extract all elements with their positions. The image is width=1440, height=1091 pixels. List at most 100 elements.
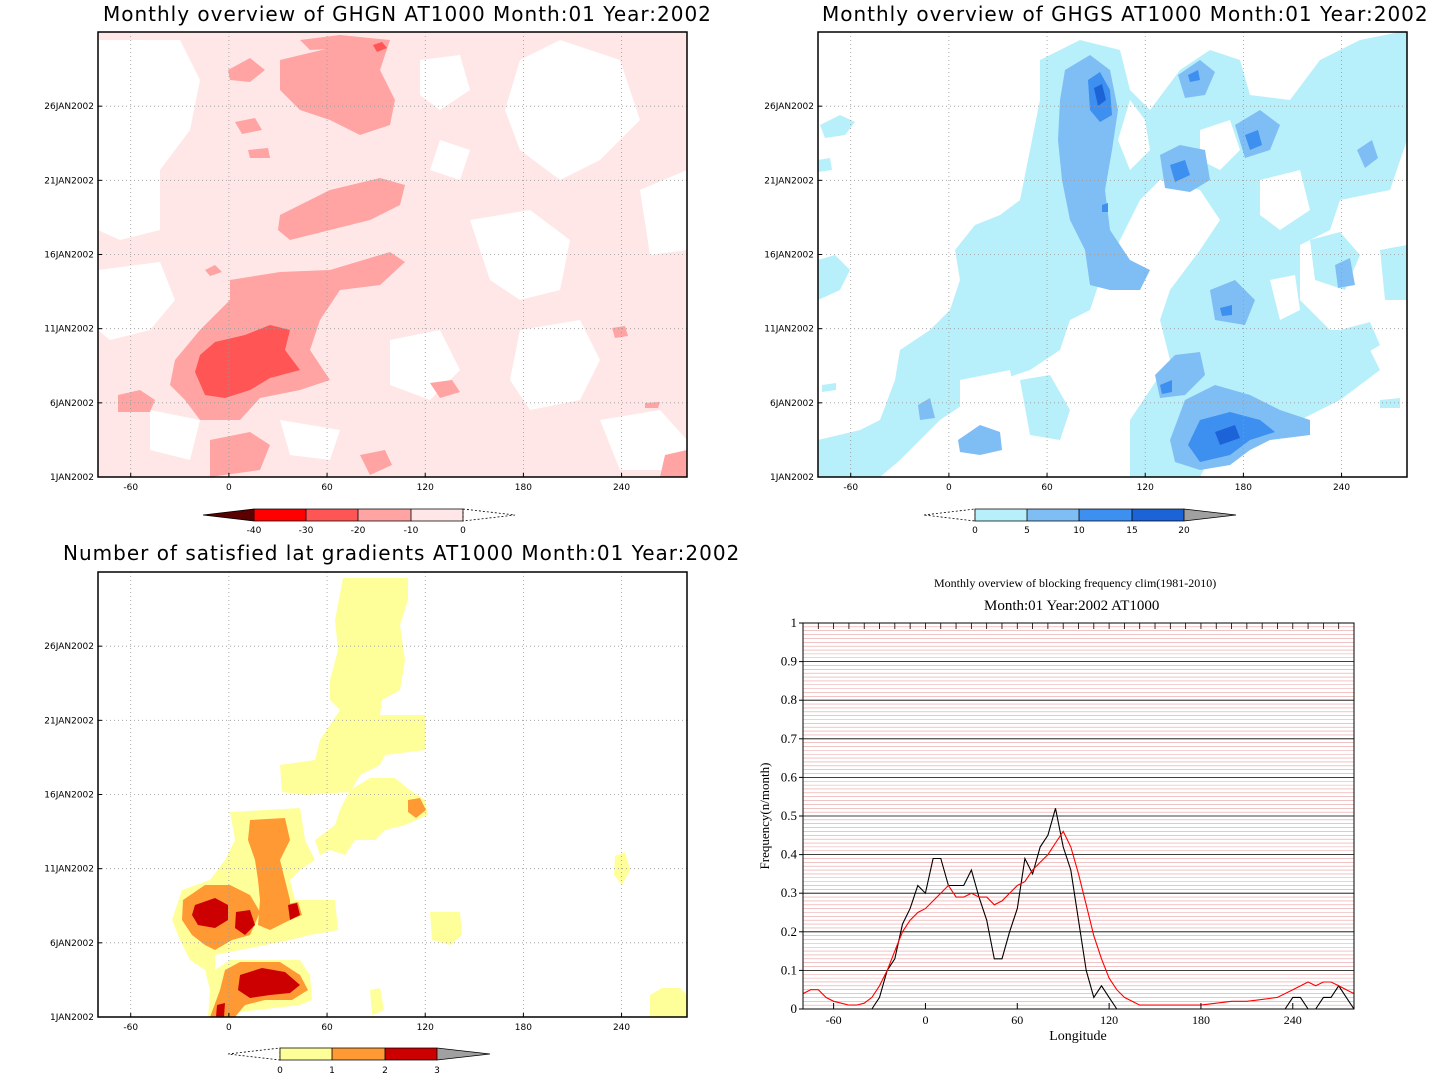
grad-legend-swatch-2 <box>385 1048 437 1060</box>
grad-ytick-label: 6JAN2002 <box>50 939 94 949</box>
ghgn-legend-label-3: -10 <box>404 526 419 536</box>
freq-ytick-label: 0.6 <box>781 769 798 784</box>
freq-axes: 0 0.1 0.2 0.3 0.4 0.5 0.6 0.7 0.8 0.9 1 -60 0 60 120 18… <box>781 615 1355 1027</box>
ghgs-ytick-label: 1JAN2002 <box>770 473 814 483</box>
freq-ytick-label: 0.4 <box>781 847 798 862</box>
grad-axes: -60 0 60 120 180 240 1JAN2002 6JAN2002 11JAN2002… <box>44 642 630 1033</box>
freq-xlabel: Longitude <box>1049 1029 1107 1044</box>
freq-xtick-label: 60 <box>1011 1013 1023 1027</box>
freq-series-red-line <box>802 830 1355 1006</box>
ghgs-legend: 0 5 10 15 20 <box>923 508 1237 536</box>
ghgs-contours <box>818 32 1407 477</box>
ghgn-legend-swatch-3 <box>358 509 411 521</box>
grad-contours <box>172 578 687 1017</box>
ghgn-xtick-label: 0 <box>226 483 232 493</box>
ghgs-legend-label-4: 20 <box>1178 526 1190 536</box>
ghgs-xtick-label: -60 <box>843 483 858 493</box>
freq-xtick-label: 180 <box>1192 1013 1210 1027</box>
freq-title: Monthly overview of blocking frequency c… <box>934 576 1217 590</box>
freq-xtick-label: 240 <box>1284 1013 1302 1027</box>
grad-legend-label-0: 0 <box>277 1066 283 1076</box>
ghgn-ytick-label: 11JAN2002 <box>44 325 94 335</box>
ghgs-xtick-label: 180 <box>1235 483 1252 493</box>
freq-gridlines <box>803 622 1354 1010</box>
ghgn-legend-swatch-4 <box>411 509 463 521</box>
grad-ytick-label: 1JAN2002 <box>50 1013 94 1023</box>
ghgn-legend: -40 -30 -20 -10 0 <box>202 508 516 536</box>
freq-ytick-label: 0.3 <box>781 885 797 900</box>
ghgs-xtick-label: 120 <box>1137 483 1154 493</box>
freq-ytick-label: 0.8 <box>781 692 797 707</box>
grad-ytick-label: 11JAN2002 <box>44 865 94 875</box>
ghgs-legend-swatch-3 <box>1132 509 1184 521</box>
ghgs-ytick-label: 11JAN2002 <box>764 325 814 335</box>
grad-legend: 0 1 2 3 <box>227 1047 491 1076</box>
freq-ytick-label: 0.5 <box>781 808 797 823</box>
grad-legend-label-1: 1 <box>329 1066 335 1076</box>
ghgs-legend-label-1: 5 <box>1024 526 1030 536</box>
ghgn-legend-label-2: -20 <box>351 526 366 536</box>
ghgs-legend-label-2: 10 <box>1073 526 1085 536</box>
ghgn-legend-label-1: -30 <box>299 526 314 536</box>
freq-panel: 0 0.1 0.2 0.3 0.4 0.5 0.6 0.7 0.8 0.9 1 -60 0 60 120 18… <box>757 615 1355 1044</box>
grad-title: Number of satisfied lat gradients AT1000… <box>63 541 741 565</box>
grad-ytick-label: 16JAN2002 <box>44 791 94 801</box>
freq-ytick-label: 1 <box>791 615 798 630</box>
ghgn-title: Monthly overview of GHGN AT1000 Month:01… <box>103 2 712 26</box>
ghgn-axes: -60 0 60 120 180 240 1JAN2002 6JAN2002 11JAN2002… <box>44 102 630 493</box>
ghgn-legend-label-0: -40 <box>247 526 262 536</box>
ghgn-ytick-label: 26JAN2002 <box>44 102 94 112</box>
ghgn-panel: -60 0 60 120 180 240 1JAN2002 6JAN2002 11JAN2002… <box>44 31 688 536</box>
grad-legend-swatch-3 <box>437 1048 490 1060</box>
freq-ytick-label: 0.2 <box>781 924 797 939</box>
ghgs-ytick-label: 6JAN2002 <box>770 399 814 409</box>
grad-xtick-label: 180 <box>515 1023 532 1033</box>
freq-ytick-label: 0 <box>791 1001 798 1016</box>
ghgn-ytick-label: 6JAN2002 <box>50 399 94 409</box>
ghgs-legend-swatch-0 <box>975 509 1027 521</box>
ghgn-xtick-label: 180 <box>515 483 532 493</box>
ghgs-xtick-label: 0 <box>946 483 952 493</box>
freq-ylabel: Frequency(n/month) <box>757 763 772 870</box>
ghgn-ytick-label: 16JAN2002 <box>44 251 94 261</box>
freq-xtick-label: 120 <box>1100 1013 1118 1027</box>
freq-subtitle: Month:01 Year:2002 AT1000 <box>984 598 1160 614</box>
ghgn-xtick-label: 60 <box>321 483 333 493</box>
ghgn-legend-swatch-0 <box>203 509 254 521</box>
ghgn-ytick-label: 1JAN2002 <box>50 473 94 483</box>
ghgs-legend-swatch-2 <box>1079 509 1132 521</box>
freq-xtick-label: 0 <box>922 1013 928 1027</box>
grad-xtick-label: 60 <box>321 1023 333 1033</box>
ghgs-legend-label-0: 0 <box>972 526 978 536</box>
ghgs-legend-swatch-4 <box>1184 509 1236 521</box>
ghgn-xtick-label: -60 <box>123 483 138 493</box>
ghgn-legend-swatch-2 <box>306 509 358 521</box>
ghgn-legend-swatch-1 <box>254 509 306 521</box>
grad-legend-label-3: 3 <box>434 1066 440 1076</box>
grad-ytick-label: 21JAN2002 <box>44 716 94 726</box>
grad-xtick-label: -60 <box>123 1023 138 1033</box>
grad-panel: -60 0 60 120 180 2401JAN20026JAN200211JAN2002… <box>44 571 688 1076</box>
grad-legend-label-2: 2 <box>382 1066 388 1076</box>
ghgn-xtick-label: 120 <box>417 483 434 493</box>
ghgs-xtick-label: 60 <box>1041 483 1053 493</box>
ghgs-legend-swatch-1 <box>1027 509 1079 521</box>
ghgs-xtick-label: 240 <box>1333 483 1350 493</box>
ghgs-title: Monthly overview of GHGS AT1000 Month:01… <box>822 2 1429 26</box>
ghgs-ytick-label: 16JAN2002 <box>764 251 814 261</box>
grad-legend-swatch-1 <box>332 1048 385 1060</box>
grad-xtick-label: 120 <box>417 1023 434 1033</box>
freq-xtick-label: -60 <box>826 1013 842 1027</box>
freq-ytick-label: 0.1 <box>781 962 797 977</box>
ghgs-axes: -60 0 60 120 180 240 1JAN2002 6JAN2002 11JAN2002… <box>764 102 1350 493</box>
ghgs-legend-label-3: 15 <box>1126 526 1137 536</box>
ghgn-xtick-label: 240 <box>613 483 630 493</box>
ghgs-ytick-label: 26JAN2002 <box>764 102 814 112</box>
freq-ytick-label: 0.7 <box>781 731 798 746</box>
grad-xtick-label: 0 <box>226 1023 232 1033</box>
ghgn-ytick-label: 21JAN2002 <box>44 176 94 186</box>
grad-xtick-label: 240 <box>613 1023 630 1033</box>
ghgn-legend-label-4: 0 <box>460 526 466 536</box>
freq-ytick-label: 0.9 <box>781 654 797 669</box>
